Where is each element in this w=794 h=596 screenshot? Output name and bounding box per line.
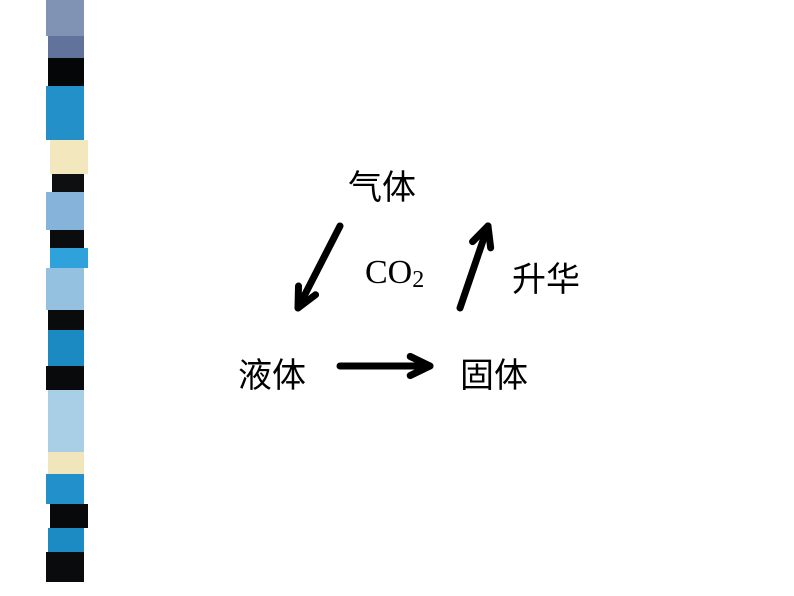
arrows-layer — [0, 0, 794, 596]
co2-phase-diagram: 气体 CO2 升华 液体 固体 — [0, 0, 794, 596]
